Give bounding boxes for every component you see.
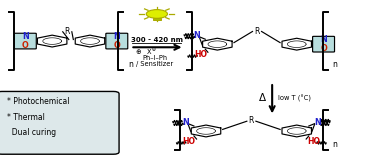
FancyBboxPatch shape bbox=[106, 33, 128, 49]
Text: HO: HO bbox=[183, 137, 195, 146]
Text: N: N bbox=[193, 31, 200, 40]
Text: Δ: Δ bbox=[259, 93, 266, 103]
Text: N: N bbox=[314, 118, 321, 127]
Text: N: N bbox=[113, 32, 120, 41]
Text: $\oplus$   X$^{\ominus}$: $\oplus$ X$^{\ominus}$ bbox=[135, 47, 156, 57]
Text: HO: HO bbox=[307, 137, 320, 146]
Text: HO: HO bbox=[194, 50, 207, 59]
Text: O: O bbox=[320, 44, 327, 53]
Circle shape bbox=[146, 10, 167, 18]
Text: R: R bbox=[254, 27, 260, 35]
Text: * Photochemical: * Photochemical bbox=[7, 97, 69, 106]
Text: N: N bbox=[320, 35, 327, 44]
Text: N: N bbox=[22, 32, 29, 41]
Text: N: N bbox=[182, 118, 189, 127]
Text: R: R bbox=[249, 116, 254, 125]
Text: * Thermal: * Thermal bbox=[7, 113, 45, 122]
Text: low T (°C): low T (°C) bbox=[278, 95, 311, 102]
Text: O: O bbox=[22, 41, 29, 50]
Text: Dual curing: Dual curing bbox=[7, 128, 56, 137]
Text: n: n bbox=[333, 140, 338, 149]
Bar bbox=[153, 18, 161, 20]
Text: n: n bbox=[333, 60, 338, 69]
Text: R: R bbox=[65, 27, 70, 35]
FancyBboxPatch shape bbox=[0, 91, 119, 154]
Text: n: n bbox=[128, 60, 133, 69]
Text: 300 - 420 nm: 300 - 420 nm bbox=[131, 37, 183, 42]
Text: O: O bbox=[113, 41, 120, 50]
Text: Ph–I–Ph: Ph–I–Ph bbox=[143, 55, 167, 61]
FancyBboxPatch shape bbox=[313, 36, 335, 52]
FancyBboxPatch shape bbox=[14, 33, 36, 49]
Text: / Sensitizer: / Sensitizer bbox=[136, 61, 174, 67]
